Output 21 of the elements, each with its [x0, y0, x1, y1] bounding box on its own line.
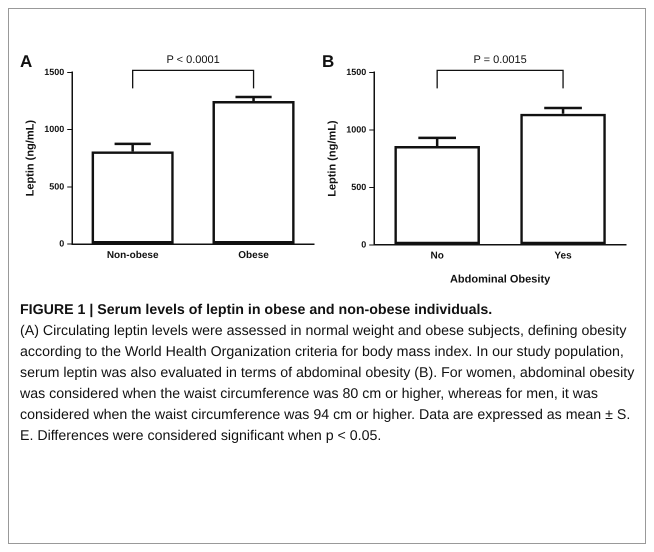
- y-tick-label: 1000: [44, 124, 64, 134]
- y-axis-title: Leptin (ng/mL): [24, 120, 37, 196]
- x-tick-label: No: [430, 250, 444, 262]
- chart-title: B: [322, 52, 334, 71]
- x-axis-title: Abdominal Obesity: [450, 273, 552, 286]
- text: P < 0.0001: [166, 54, 220, 66]
- text: (A) Circulating leptin levels were assessed in normal weight and obese subjects, defining obesity according to the World Health Organization criteria for body mass index. In our study population, serum leptin was also evaluated in terms of abdominal obesity (B). For women, abdominal obesity was considered when the waist circumference was 80 cm or higher, whereas for men, it was considered when the waist circumference was 94 cm or higher. Data are expressed as mean ± S. E. Differences were considered significant when p < 0.05.: [20, 322, 636, 446]
- y-tick-label: 1500: [346, 66, 366, 77]
- x-tick-label: Yes: [554, 250, 572, 262]
- x-tick-label: Obese: [238, 250, 270, 261]
- y-tick-label: 0: [59, 238, 64, 248]
- y-tick-label: 1500: [44, 66, 64, 77]
- y-axis-title: Leptin (ng/mL): [326, 120, 339, 197]
- y-tick-label: 500: [49, 181, 64, 192]
- y-tick-label: 1000: [346, 124, 366, 134]
- y-tick-label: 500: [351, 182, 366, 192]
- x-tick-label: Non-obese: [106, 250, 159, 261]
- chart-title: A: [20, 52, 32, 71]
- text: P = 0.0015: [473, 54, 527, 66]
- y-tick-label: 0: [361, 239, 366, 250]
- text: FIGURE 1 | Serum levels of leptin in obese and non-obese individuals.: [20, 301, 494, 320]
